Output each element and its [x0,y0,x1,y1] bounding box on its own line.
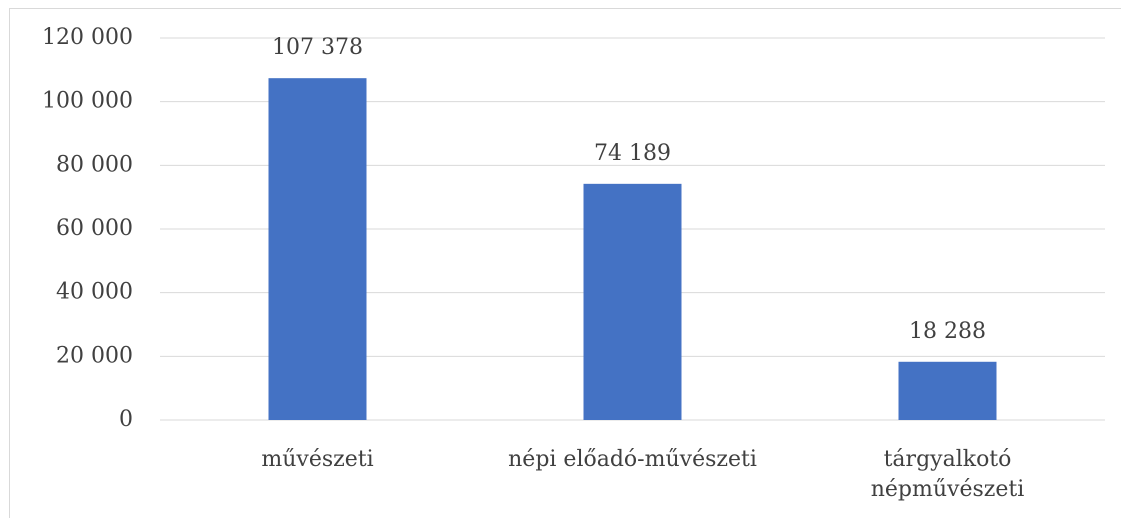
y-tick-label: 100 000 [42,89,133,114]
x-tick-label: tárgyalkotó népművészeti [870,447,1025,502]
y-tick-label: 40 000 [56,280,133,305]
x-tick-label: művészeti [261,447,374,472]
bar [268,78,367,421]
chart-frame [9,8,1121,518]
y-tick-label: 0 [119,407,133,432]
y-tick-label: 120 000 [42,25,133,50]
bar [583,183,682,420]
data-label: 18 288 [909,319,986,344]
x-tick-label: népi előadó-művészeti [508,447,757,472]
y-tick-label: 60 000 [56,216,133,241]
bar [898,361,997,420]
data-label: 107 378 [272,35,363,60]
y-tick-label: 80 000 [56,152,133,177]
data-label: 74 189 [594,141,671,166]
y-tick-label: 20 000 [56,343,133,368]
